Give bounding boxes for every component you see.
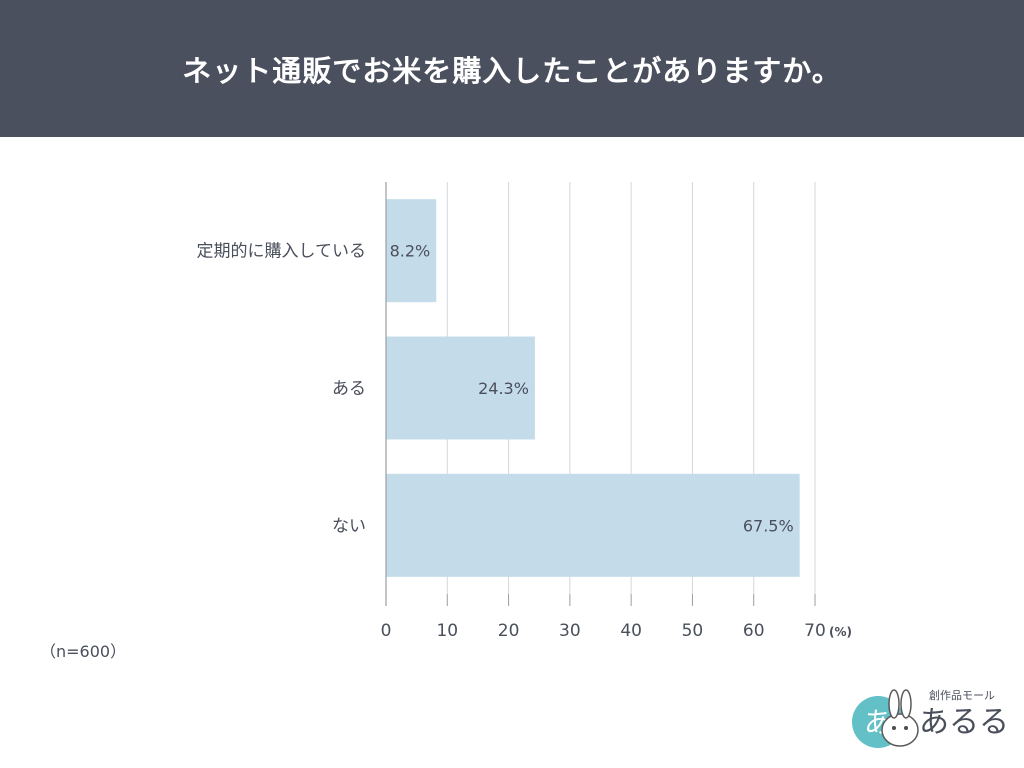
chart-title: ネット通販でお米を購入したことがありますか。 (182, 53, 842, 88)
x-tick-label-50: 50 (682, 621, 704, 641)
logo-tagline: 創作品モール (929, 688, 995, 702)
data-label-1: 24.3% (478, 379, 529, 398)
x-tick-label-70: 70 (804, 621, 826, 641)
x-tick-label-10: 10 (436, 621, 458, 641)
bar-1 (386, 336, 535, 440)
category-label-1: ある (332, 379, 366, 399)
logo-name: あるる (919, 705, 1009, 740)
aruru-logo: あ 創作品モール あるる (852, 688, 1009, 748)
x-tick-label-40: 40 (620, 621, 642, 641)
bar-0 (386, 199, 437, 303)
category-label-0: 定期的に購入している (197, 242, 367, 262)
x-axis-unit: (%) (829, 625, 852, 639)
bar-2 (386, 473, 800, 577)
category-label-2: ない (332, 516, 366, 536)
x-tick-label-30: 30 (559, 621, 581, 641)
x-tick-label-60: 60 (743, 621, 765, 641)
data-label-0: 8.2% (390, 242, 431, 261)
data-label-2: 67.5% (743, 516, 794, 535)
x-tick-label-0: 0 (381, 621, 392, 641)
x-tick-label-20: 20 (498, 621, 520, 641)
sample-size-note: （n=600） (40, 642, 127, 661)
chart-header: ネット通販でお米を購入したことがありますか。 (0, 0, 1024, 137)
